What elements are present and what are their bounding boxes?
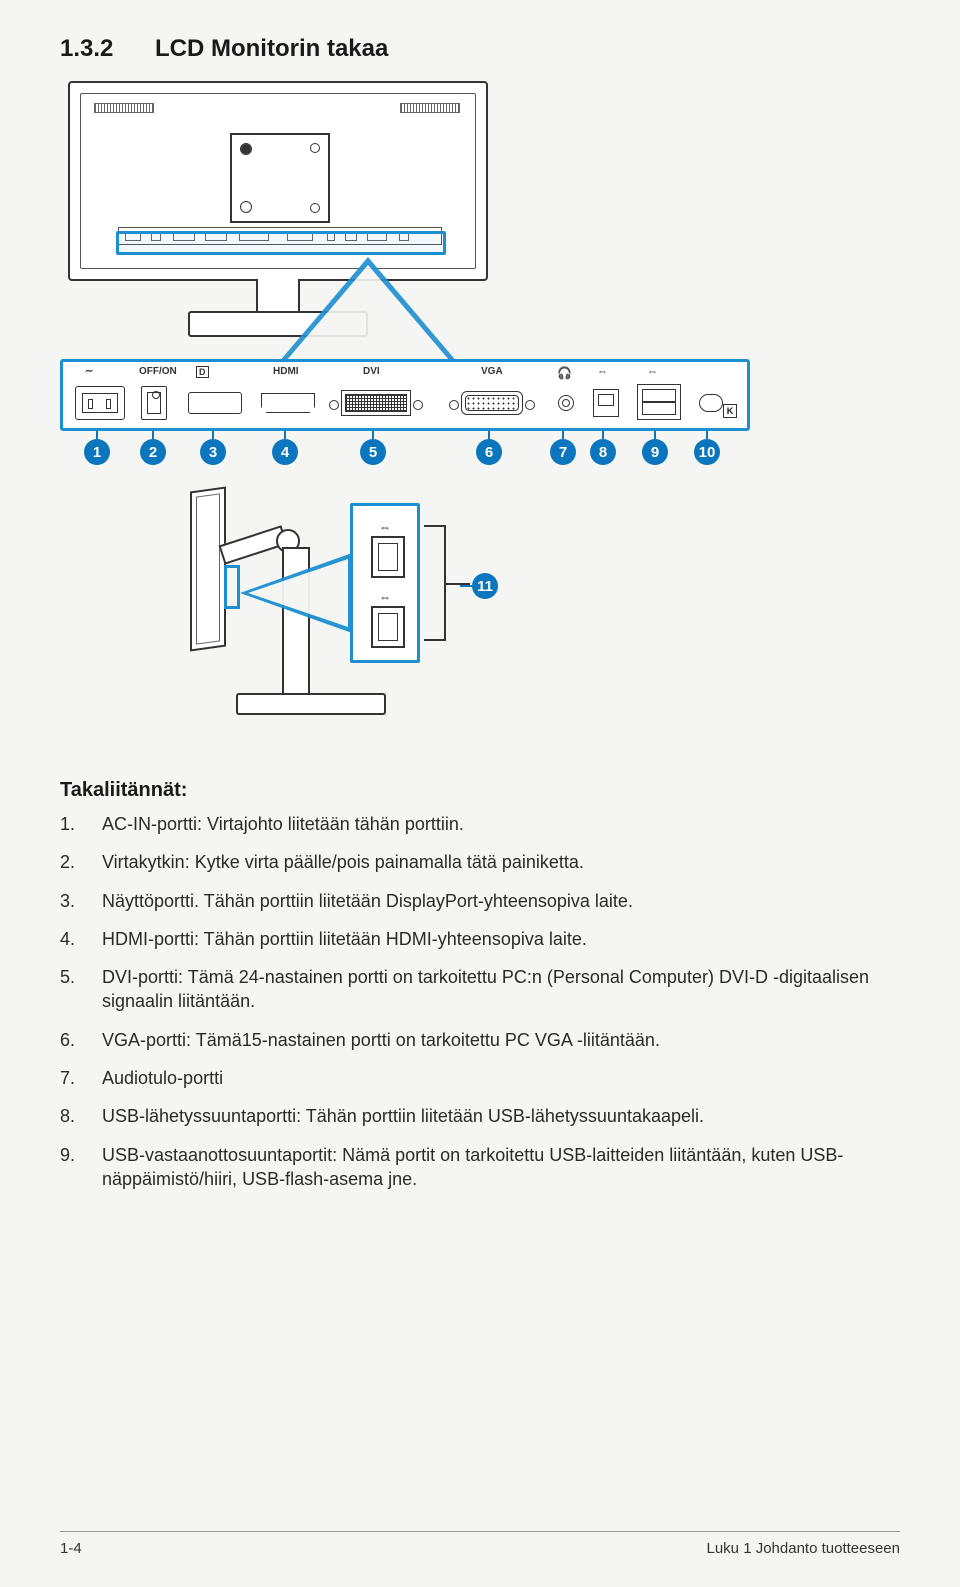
dvi-port (341, 390, 411, 416)
audio-in-port (558, 395, 574, 411)
callout-9: 9 (642, 439, 668, 465)
list-item: 3.Näyttöportti. Tähän porttiin liitetään… (60, 889, 900, 913)
callout-8: 8 (590, 439, 616, 465)
audio-icon: 🎧 (557, 366, 572, 380)
list-item-number: 3. (60, 889, 102, 913)
side-callout-triangle (240, 553, 352, 633)
list-item-number: 4. (60, 927, 102, 951)
footer-chapter: Luku 1 Johdanto tuotteeseen (707, 1540, 901, 1557)
port-labels-row: ∼ OFF/ON D HDMI DVI VGA 🎧 ⇔ ⇔ (63, 366, 747, 382)
side-bracket (424, 525, 446, 641)
callout-5: 5 (360, 439, 386, 465)
hdmi-label: HDMI (273, 366, 299, 377)
power-switch (141, 386, 167, 420)
callout-number-row: 1 2 3 4 5 6 789 10 (60, 439, 750, 475)
list-item-text: Näyttöportti. Tähän porttiin liitetään D… (102, 889, 900, 913)
list-item-number: 9. (60, 1143, 102, 1192)
side-usb-port-2 (371, 606, 405, 648)
side-usb-highlight (224, 565, 240, 609)
list-item: 8.USB-lähetyssuuntaportti: Tähän porttii… (60, 1104, 900, 1128)
usb-icon: ⇔ (647, 366, 658, 378)
ac-symbol: ∼ (85, 366, 93, 377)
list-item-text: USB-lähetyssuuntaportti: Tähän porttiin … (102, 1104, 900, 1128)
callout-2: 2 (140, 439, 166, 465)
side-screen (190, 486, 226, 651)
list-item: 2.Virtakytkin: Kytke virta päälle/pois p… (60, 850, 900, 874)
usb-symbol-2: ⇔ (379, 590, 391, 604)
list-item-text: VGA-portti: Tämä15-nastainen portti on t… (102, 1028, 900, 1052)
vent-right (400, 103, 460, 113)
dvi-screw-right (413, 400, 423, 410)
list-item: 7.Audiotulo-portti (60, 1066, 900, 1090)
callout-11: 11 (472, 573, 498, 599)
monitor-side-diagram: ⇔ ⇔ 11 (190, 489, 500, 749)
list-item-text: USB-vastaanottosuuntaportit: Nämä portit… (102, 1143, 900, 1192)
vga-screw-right (525, 400, 535, 410)
callout-3: 3 (200, 439, 226, 465)
vesa-mount (230, 133, 330, 223)
callout-6: 6 (476, 439, 502, 465)
offon-label: OFF/ON (139, 366, 177, 377)
list-item-text: Audiotulo-portti (102, 1066, 900, 1090)
usb-upstream-port (593, 389, 619, 417)
displayport (188, 392, 242, 414)
callout-triangle (278, 257, 458, 363)
section-title: LCD Monitorin takaa (155, 35, 388, 62)
list-item-text: AC-IN-portti: Virtajohto liitetään tähän… (102, 812, 900, 836)
displayport-icon: D (196, 366, 209, 378)
list-item: 5.DVI-portti: Tämä 24-nastainen portti o… (60, 965, 900, 1014)
vga-screw-left (449, 400, 459, 410)
connectors-subheading: Takaliitännät: (60, 779, 900, 802)
list-item-number: 6. (60, 1028, 102, 1052)
port-strip-enlarged: ∼ OFF/ON D HDMI DVI VGA 🎧 ⇔ ⇔ K (60, 359, 750, 431)
ac-in-port (75, 386, 125, 420)
footer-page-num: 1-4 (60, 1540, 82, 1557)
callout-10: 10 (694, 439, 720, 465)
callout-7: 7 (550, 439, 576, 465)
side-usb-port-1 (371, 536, 405, 578)
list-item-number: 7. (60, 1066, 102, 1090)
list-item: 4.HDMI-portti: Tähän porttiin liitetään … (60, 927, 900, 951)
connectors-list: 1.AC-IN-portti: Virtajohto liitetään täh… (60, 812, 900, 1191)
callout-4: 4 (272, 439, 298, 465)
side-usb-panel: ⇔ ⇔ (350, 503, 420, 663)
list-item-number: 2. (60, 850, 102, 874)
side-base (236, 693, 386, 715)
list-item-number: 8. (60, 1104, 102, 1128)
diagram-area: ∼ OFF/ON D HDMI DVI VGA 🎧 ⇔ ⇔ K 1 2 3 4 5 6 78… (60, 81, 900, 749)
list-item-text: HDMI-portti: Tähän porttiin liitetään HD… (102, 927, 900, 951)
port-strip-highlight (116, 231, 446, 255)
list-item-number: 5. (60, 965, 102, 1014)
callout-1: 1 (84, 439, 110, 465)
kensington-lock (699, 394, 723, 412)
list-item: 1.AC-IN-portti: Virtajohto liitetään täh… (60, 812, 900, 836)
vent-left (94, 103, 154, 113)
usb-downstream-ports (637, 384, 681, 420)
hdmi-port (261, 393, 315, 413)
usb-symbol-1: ⇔ (379, 520, 391, 534)
section-number: 1.3.2 (60, 35, 155, 63)
monitor-body (68, 81, 488, 281)
list-item: 9.USB-vastaanottosuuntaportit: Nämä port… (60, 1143, 900, 1192)
vga-label: VGA (481, 366, 503, 377)
section-heading: 1.3.2LCD Monitorin takaa (60, 35, 900, 63)
list-item-number: 1. (60, 812, 102, 836)
dvi-screw-left (329, 400, 339, 410)
monitor-rear-diagram (68, 81, 488, 341)
dvi-label: DVI (363, 366, 380, 377)
kensington-label: K (723, 404, 737, 418)
vga-port (461, 391, 523, 415)
page-footer: 1-4 Luku 1 Johdanto tuotteeseen (60, 1531, 900, 1557)
usb-up-icon: ⇔ (597, 366, 608, 378)
list-item-text: DVI-portti: Tämä 24-nastainen portti on … (102, 965, 900, 1014)
list-item: 6.VGA-portti: Tämä15-nastainen portti on… (60, 1028, 900, 1052)
list-item-text: Virtakytkin: Kytke virta päälle/pois pai… (102, 850, 900, 874)
